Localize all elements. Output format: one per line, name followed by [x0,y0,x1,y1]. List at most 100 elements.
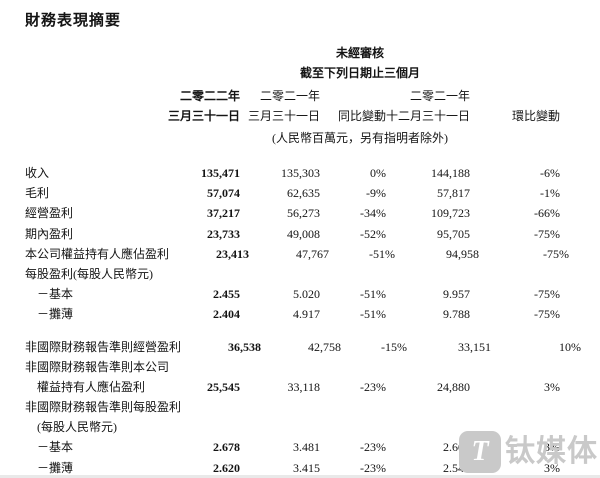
row-value-c4: -51% [360,307,386,322]
row-value-c4: -23% [360,460,386,475]
row-value-c5: 33,151 [458,339,492,354]
row-label: －基本 [37,287,74,302]
row-value-c6: -75% [534,226,560,241]
row-value-c3: 4.917 [293,307,320,322]
row-value-c3: 49,008 [287,226,320,241]
col-header-qoq-change: 環比變動 [512,109,561,123]
table-row: －基本 2.455 5.020 -51% 9.957 -75% [25,284,560,304]
date-header-row: 三月三十一日 三月三十一日 同比變動 十二月三十一日 環比變動 [25,106,560,126]
row-value-c6: -1% [540,186,560,201]
row-value-c5: 57,817 [437,186,470,201]
period-header: 截至下列日期止三個月 [299,66,420,80]
row-value-c3: 56,273 [287,206,320,221]
row-value-c6: 10% [559,339,582,354]
table-row: －基本 2.678 3.481 -23% 2.609 3% [25,437,560,457]
row-label: 毛利 [25,186,50,201]
table-row: 本公司權益持有人應佔盈利 23,413 47,767 -51% 94,958 -75% [25,244,569,264]
row-value-c4: 0% [370,166,386,180]
row-label: 權益持有人應佔盈利 [37,379,146,394]
unaudited-header: 未經審核 [335,46,384,60]
row-value-c3: 3.481 [293,440,320,455]
row-value-c2: 135,471 [201,166,240,180]
col-header-yoy-change: 同比變動 [337,109,386,123]
row-value-c6: -6% [540,166,560,180]
row-value-c6: -66% [534,206,560,221]
row-value-c6: -75% [534,307,560,322]
row-label: 本公司權益持有人應佔盈利 [25,246,170,261]
table-body: 收入 135,471 135,303 0% 144,188 -6% 毛利 57,074 62,6… [25,163,581,478]
row-value-c5: 9.788 [443,307,470,322]
table-row: 經營盈利 37,217 56,273 -34% 109,723 -66% [25,203,560,223]
row-value-c3: 47,767 [296,246,330,261]
row-value-c5: 24,880 [437,379,470,394]
row-value-c5: 9.957 [443,287,470,302]
table-row: 收入 135,471 135,303 0% 144,188 -6% [25,163,560,183]
col-header-year-2021-mar: 二零二一年 [259,89,320,103]
row-value-c5: 95,705 [437,226,470,241]
table-row: 每股盈利(每股人民幣元) [25,264,560,284]
row-value-c2: 25,545 [207,379,240,394]
table-row: (每股人民幣元) [25,417,560,437]
row-value-c3: 5.020 [293,287,320,302]
row-value-c4: -51% [360,287,386,302]
col-header-year-2021-dec: 二零二一年 [409,89,470,103]
financial-table: 未經審核 截至下列日期止三個月 二零二二年 二零二一年 二零二一年 三月三十一日… [25,43,581,478]
table-row: 期內盈利 23,733 49,008 -52% 95,705 -75% [25,224,560,244]
row-label: 非國際財務報告準則每股盈利 [25,400,182,415]
page-bottom-edge [0,475,600,478]
table-row: 毛利 57,074 62,635 -9% 57,817 -1% [25,183,560,203]
table-row: 非國際財務報告準則每股盈利 [25,397,560,417]
table-row: －攤薄 2.620 3.415 -23% 2.547 3% [25,458,560,478]
row-value-c3: 3.415 [293,460,320,475]
row-value-c4: -15% [381,339,408,354]
row-label: －攤薄 [37,307,74,322]
row-label: 經營盈利 [25,206,74,221]
row-value-c2: 2.404 [213,307,240,322]
row-value-c6: 3% [544,379,560,394]
row-value-c2: 57,074 [207,186,240,201]
row-value-c2: 37,217 [207,206,240,221]
row-value-c6: -75% [534,287,560,302]
row-value-c4: -51% [369,246,396,261]
row-value-c2: 23,733 [207,226,240,241]
row-label: －攤薄 [37,460,74,475]
row-value-c2: 2.620 [213,460,240,475]
col-header-date-mar31-2022: 三月三十一日 [167,109,240,123]
row-value-c3: 62,635 [287,186,320,201]
table-row: 權益持有人應佔盈利 25,545 33,118 -23% 24,880 3% [25,377,560,397]
currency-note: (人民幣百萬元，另有指明者除外) [272,131,448,145]
row-value-c2: 2.455 [213,287,240,302]
col-header-date-mar31-2021: 三月三十一日 [247,109,320,123]
row-label: －基本 [37,440,74,455]
table-row: 非國際財務報告準則本公司 [25,357,560,377]
row-label: 非國際財務報告準則經營盈利 [25,339,182,354]
row-value-c2: 2.678 [213,440,240,455]
row-value-c5: 2.609 [443,440,470,455]
row-value-c4: -23% [360,440,386,455]
row-value-c5: 144,188 [431,166,470,180]
table-row: 非國際財務報告準則經營盈利 36,538 42,758 -15% 33,151 10% [25,337,581,357]
row-value-c5: 94,958 [446,246,480,261]
row-value-c4: -23% [360,379,386,394]
row-label: 收入 [25,166,50,180]
row-value-c4: -34% [360,206,386,221]
row-value-c2: 36,538 [228,339,262,354]
row-value-c2: 23,413 [216,246,250,261]
col-header-year-2022: 二零二二年 [179,89,240,103]
row-label: 期內盈利 [25,226,74,241]
row-value-c3: 135,303 [281,166,320,180]
row-value-c6: -75% [543,246,570,261]
row-value-c3: 33,118 [287,379,320,394]
row-label: (每股人民幣元) [37,420,117,435]
column-headers: 二零二二年 二零二一年 二零二一年 三月三十一日 三月三十一日 同比變動 十二月… [25,86,560,126]
page-title: 財務表現摘要 [25,13,122,29]
row-label: 每股盈利(每股人民幣元) [25,266,153,281]
col-header-date-dec31-2021: 十二月三十一日 [386,109,471,123]
row-value-c5: 109,723 [431,206,470,221]
row-value-c4: -52% [360,226,386,241]
row-label: 非國際財務報告準則本公司 [25,359,170,374]
row-value-c6: 3% [544,460,560,475]
row-value-c4: -9% [366,186,386,201]
row-value-c3: 42,758 [308,339,342,354]
